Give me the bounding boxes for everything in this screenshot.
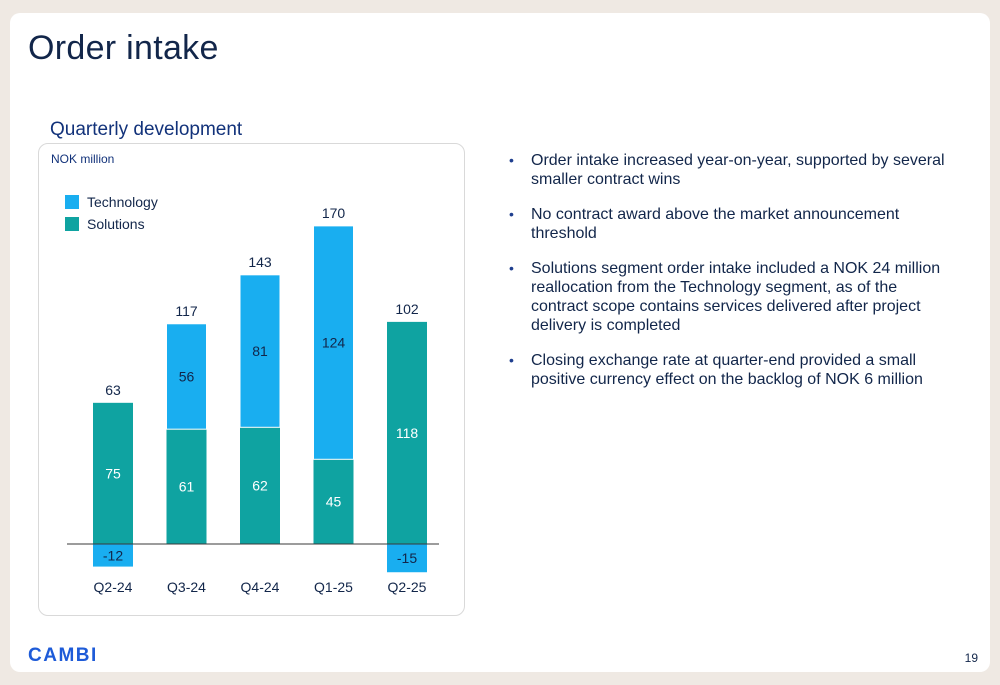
legend-swatch-technology <box>65 195 79 209</box>
data-label-solutions: 62 <box>252 478 268 494</box>
total-label: 102 <box>395 301 419 317</box>
data-label-technology: 124 <box>322 335 346 351</box>
data-label-solutions: 118 <box>396 425 419 441</box>
data-label-technology: 81 <box>252 343 268 359</box>
bullet-text: Solutions segment order intake included … <box>531 260 941 334</box>
bullet-item: • No contract award above the market anno… <box>505 205 955 243</box>
data-label-technology: 56 <box>179 368 195 384</box>
bar-technology <box>313 225 354 460</box>
x-tick-label: Q3-24 <box>167 579 206 595</box>
bar-technology <box>387 544 427 573</box>
legend-label-technology: Technology <box>87 194 158 210</box>
bullet-icon: • <box>509 352 514 368</box>
bullet-icon: • <box>509 152 514 168</box>
bullet-item: • Order intake increased year-on-year, su… <box>505 151 955 189</box>
bullet-item: • Closing exchange rate at quarter-end pr… <box>505 351 955 389</box>
bullet-list: • Order intake increased year-on-year, su… <box>505 151 955 405</box>
bar-solutions <box>387 321 427 544</box>
data-label-technology: -12 <box>103 547 123 563</box>
bullet-text: Closing exchange rate at quarter-end pro… <box>531 352 923 388</box>
slide: Order intake Quarterly development NOK m… <box>10 13 990 672</box>
bar-technology <box>166 323 207 430</box>
legend-item-technology: Technology <box>65 191 158 213</box>
data-label-solutions: 61 <box>179 479 195 495</box>
page-number: 19 <box>964 651 978 665</box>
page-title: Order intake <box>28 29 219 67</box>
bullet-icon: • <box>509 260 514 276</box>
bullet-text: Order intake increased year-on-year, sup… <box>531 152 945 188</box>
bar-solutions <box>240 427 280 544</box>
chart-heading: Quarterly development <box>50 119 243 140</box>
legend-item-solutions: Solutions <box>65 213 158 235</box>
data-label-solutions: 45 <box>326 494 342 510</box>
total-label: 170 <box>322 205 346 221</box>
bar-technology <box>239 274 281 428</box>
chart-unit-label: NOK million <box>51 152 115 166</box>
total-label: 143 <box>248 254 272 270</box>
total-label: 63 <box>105 382 121 398</box>
bar-solutions <box>313 459 354 544</box>
bullet-text: No contract award above the market annou… <box>531 206 900 242</box>
total-label: 117 <box>175 303 198 319</box>
cambi-logo: CAMBI <box>28 645 98 666</box>
legend-label-solutions: Solutions <box>87 216 145 232</box>
stacked-bar-chart: -12 75 63 Q2-24 56 61 117 Q3-24 81 62 143 Q4-24 124 4… <box>67 205 439 595</box>
bar-solutions <box>166 429 207 544</box>
x-tick-label: Q2-24 <box>94 579 133 595</box>
chart-legend: Technology Solutions <box>65 191 158 235</box>
data-label-solutions: 75 <box>105 465 121 481</box>
x-tick-label: Q1-25 <box>314 579 353 595</box>
legend-swatch-solutions <box>65 217 79 231</box>
bar-solutions <box>93 402 133 544</box>
bullet-icon: • <box>509 206 514 222</box>
x-tick-label: Q2-25 <box>388 579 427 595</box>
x-tick-label: Q4-24 <box>241 579 280 595</box>
bullet-item: • Solutions segment order intake included… <box>505 259 955 335</box>
chart-panel: NOK million Technology Solutions -12 75 63… <box>38 143 465 616</box>
data-label-technology: -15 <box>397 550 417 566</box>
bar-technology <box>93 544 133 567</box>
